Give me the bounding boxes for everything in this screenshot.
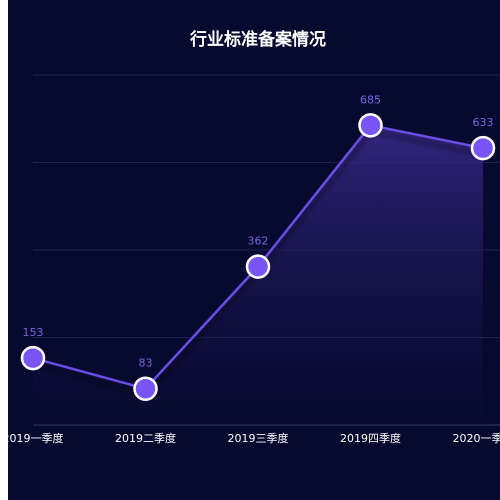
line-area-chart: 行业标准备案情况 2019一季度 2019二季度 2019三季度 2019四季度 202… (8, 29, 500, 445)
x-tick-label: 2019四季度 (340, 431, 401, 445)
data-point (133, 376, 158, 401)
data-label: 633 (473, 116, 494, 129)
data-label: 153 (23, 326, 44, 339)
x-tick-label: 2019三季度 (228, 431, 289, 445)
data-labels: 153 83 362 685 633 (23, 93, 494, 369)
x-tick-label: 2019一季度 (8, 431, 64, 445)
data-point (20, 345, 46, 371)
data-point (470, 135, 496, 161)
data-point (358, 113, 383, 138)
chart-panel: 行业标准备案情况 2019一季度 2019二季度 2019三季度 2019四季度 202… (8, 0, 500, 500)
data-label: 362 (248, 235, 269, 248)
data-point (245, 254, 271, 279)
x-axis-ticks: 2019一季度 2019二季度 2019三季度 2019四季度 2020一季度 (8, 431, 500, 445)
data-points (20, 113, 496, 401)
data-label: 83 (139, 357, 153, 370)
chart-title: 行业标准备案情况 (189, 29, 326, 50)
x-tick-label: 2019二季度 (115, 431, 176, 445)
data-label: 685 (360, 93, 381, 106)
x-tick-label: 2020一季度 (453, 431, 500, 445)
